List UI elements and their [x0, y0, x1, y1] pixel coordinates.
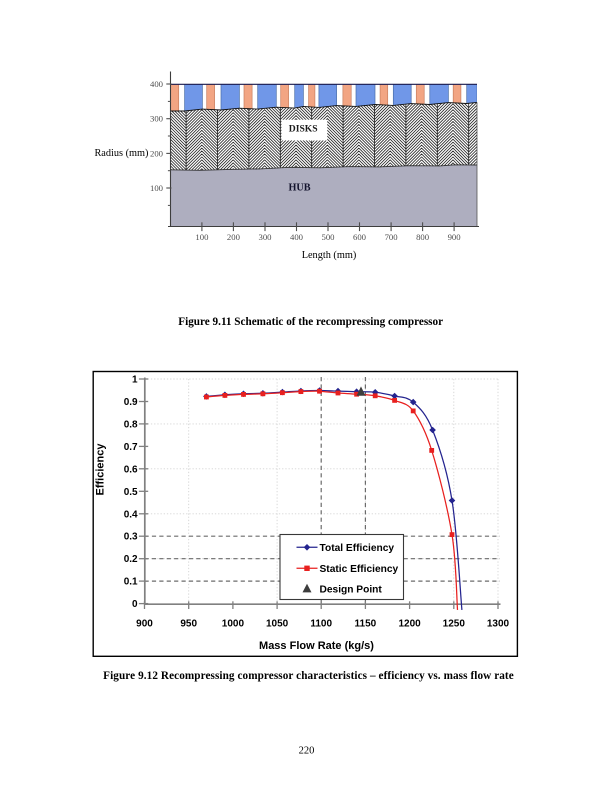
- svg-text:1200: 1200: [398, 619, 421, 630]
- svg-text:Total Efficiency: Total Efficiency: [320, 543, 395, 554]
- svg-text:0.7: 0.7: [124, 442, 138, 453]
- svg-text:Figure 9.11 Schematic of the r: Figure 9.11 Schematic of the recompressi…: [178, 316, 443, 328]
- svg-text:900: 900: [448, 232, 462, 242]
- svg-text:100: 100: [195, 232, 209, 242]
- svg-text:Static Efficiency: Static Efficiency: [320, 564, 399, 575]
- svg-text:1250: 1250: [443, 619, 466, 630]
- svg-text:100: 100: [150, 183, 164, 193]
- svg-text:Efficiency: Efficiency: [95, 443, 107, 496]
- svg-text:300: 300: [150, 114, 164, 124]
- svg-text:900: 900: [136, 619, 153, 630]
- svg-text:950: 950: [180, 619, 197, 630]
- svg-text:0.6: 0.6: [124, 464, 138, 475]
- svg-text:700: 700: [385, 232, 399, 242]
- svg-text:0.1: 0.1: [124, 577, 138, 588]
- svg-text:600: 600: [353, 232, 367, 242]
- svg-text:800: 800: [416, 232, 430, 242]
- svg-text:1150: 1150: [355, 619, 377, 630]
- svg-text:Radius (mm): Radius (mm): [94, 148, 148, 159]
- svg-text:0: 0: [132, 599, 138, 610]
- svg-text:0.4: 0.4: [124, 509, 138, 520]
- svg-text:0.2: 0.2: [124, 554, 138, 565]
- svg-text:0.8: 0.8: [124, 419, 138, 430]
- svg-text:Mass Flow Rate (kg/s): Mass Flow Rate (kg/s): [259, 640, 374, 652]
- svg-text:Figure 9.12 Recompressing comp: Figure 9.12 Recompressing compressor cha…: [103, 670, 514, 682]
- svg-text:1300: 1300: [487, 619, 510, 630]
- svg-text:500: 500: [321, 232, 335, 242]
- svg-text:0.3: 0.3: [124, 532, 138, 543]
- svg-text:1050: 1050: [266, 619, 289, 630]
- svg-text:200: 200: [150, 148, 164, 158]
- svg-text:DISKS: DISKS: [289, 123, 318, 134]
- svg-text:220: 220: [299, 745, 315, 756]
- svg-text:Design Point: Design Point: [320, 584, 383, 595]
- svg-text:HUB: HUB: [288, 182, 310, 193]
- svg-text:1100: 1100: [310, 619, 332, 630]
- svg-text:0.5: 0.5: [124, 487, 138, 498]
- svg-text:Length (mm): Length (mm): [302, 250, 357, 261]
- svg-text:300: 300: [258, 232, 272, 242]
- svg-text:400: 400: [150, 79, 164, 89]
- svg-text:1: 1: [132, 375, 138, 386]
- svg-text:1000: 1000: [222, 619, 245, 630]
- svg-text:400: 400: [290, 232, 304, 242]
- svg-text:200: 200: [227, 232, 241, 242]
- svg-text:0.9: 0.9: [124, 397, 138, 408]
